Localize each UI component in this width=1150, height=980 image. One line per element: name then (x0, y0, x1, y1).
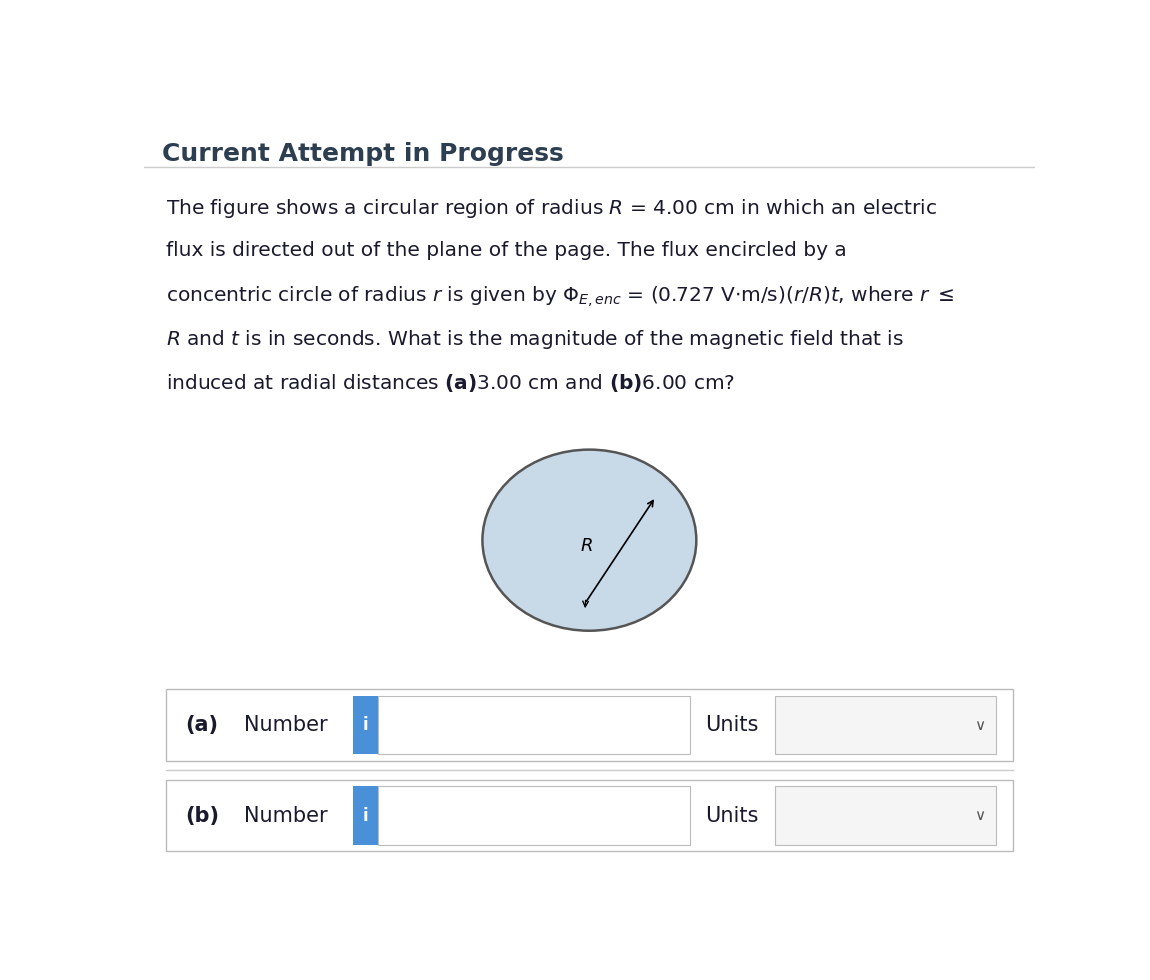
Text: ∨: ∨ (974, 808, 986, 823)
FancyBboxPatch shape (166, 689, 1013, 760)
Text: induced at radial distances $\bf{(a)}$3.00 cm and $\bf{(b)}$6.00 cm?: induced at radial distances $\bf{(a)}$3.… (166, 371, 735, 394)
Text: Units: Units (705, 715, 759, 735)
FancyBboxPatch shape (378, 696, 690, 755)
FancyBboxPatch shape (353, 786, 378, 845)
Text: Current Attempt in Progress: Current Attempt in Progress (161, 142, 564, 166)
Text: (a): (a) (185, 715, 218, 735)
Text: Number: Number (245, 715, 328, 735)
Text: concentric circle of radius $r$ is given by $\Phi_{E,enc}$ = (0.727 V$\cdot$m/s): concentric circle of radius $r$ is given… (166, 284, 954, 310)
Text: ∨: ∨ (974, 717, 986, 733)
FancyBboxPatch shape (378, 786, 690, 845)
Text: (b): (b) (185, 806, 220, 825)
FancyBboxPatch shape (353, 696, 378, 755)
Circle shape (482, 450, 697, 631)
Text: flux is directed out of the plane of the page. The flux encircled by a: flux is directed out of the plane of the… (166, 241, 846, 260)
Text: The figure shows a circular region of radius $R$ = 4.00 cm in which an electric: The figure shows a circular region of ra… (166, 197, 937, 220)
Text: $R$ and $t$ is in seconds. What is the magnitude of the magnetic field that is: $R$ and $t$ is in seconds. What is the m… (166, 328, 904, 351)
Text: $R$: $R$ (580, 537, 593, 556)
Text: i: i (363, 807, 368, 824)
Text: Units: Units (705, 806, 759, 825)
FancyBboxPatch shape (166, 780, 1013, 852)
FancyBboxPatch shape (775, 786, 996, 845)
Text: i: i (363, 716, 368, 734)
FancyBboxPatch shape (775, 696, 996, 755)
Text: Number: Number (245, 806, 328, 825)
